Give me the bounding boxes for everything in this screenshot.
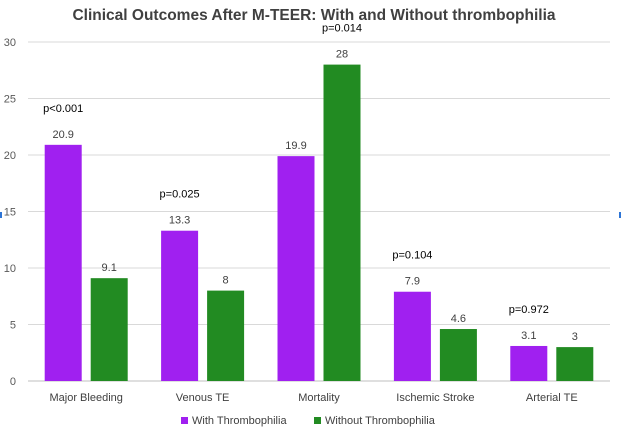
bar-with-thrombophilia-venous-te — [161, 230, 199, 381]
y-tick-label: 25 — [4, 94, 16, 106]
y-tick-label: 20 — [4, 150, 16, 162]
legend: With Thrombophilia Without Thrombophilia — [181, 415, 436, 427]
chart-title: Clinical Outcomes After M-TEER: With and… — [72, 7, 555, 24]
legend-label-with-thrombophilia: With Thrombophilia — [192, 415, 287, 427]
data-label: 3 — [572, 331, 578, 343]
p-value-label: p=0.104 — [392, 250, 432, 262]
data-label: 3.1 — [521, 330, 536, 342]
data-label: 9.1 — [102, 262, 117, 274]
p-value-label: p=0.014 — [322, 23, 362, 35]
x-category-label: Arterial TE — [526, 392, 578, 404]
frame-handle-right — [619, 212, 621, 218]
p-value-label: p<0.001 — [43, 103, 83, 115]
bars — [44, 64, 594, 381]
bar-with-thrombophilia-arterial-te — [510, 345, 548, 381]
legend-swatch-with-thrombophilia — [181, 417, 188, 424]
data-label: 28 — [336, 49, 348, 61]
x-category-label: Ischemic Stroke — [396, 392, 474, 404]
data-labels: 20.9 9.1 13.3 8 19.9 28 7.9 4.6 3.1 3 — [52, 49, 577, 344]
data-label: 7.9 — [405, 276, 420, 288]
legend-swatch-without-thrombophilia — [314, 417, 321, 424]
x-axis-category-labels: Major Bleeding Venous TE Mortality Ischemic… — [50, 392, 578, 404]
bar-with-thrombophilia-major-bleeding — [44, 144, 82, 381]
bar-without-thrombophilia-ischemic-stroke — [439, 329, 477, 381]
frame-handle-left — [0, 212, 2, 218]
data-label: 20.9 — [52, 129, 73, 141]
y-tick-label: 10 — [4, 263, 16, 275]
y-axis-ticks: 0 5 10 15 20 25 30 — [4, 37, 16, 388]
p-value-label: p=0.025 — [160, 189, 200, 201]
bar-without-thrombophilia-major-bleeding — [90, 278, 128, 381]
x-category-label: Mortality — [298, 392, 340, 404]
p-value-label: p=0.972 — [509, 304, 549, 316]
gridlines — [28, 41, 610, 325]
data-label: 19.9 — [285, 140, 306, 152]
x-category-label: Major Bleeding — [50, 392, 123, 404]
data-label: 4.6 — [451, 313, 466, 325]
bar-without-thrombophilia-venous-te — [207, 290, 245, 381]
y-tick-label: 5 — [10, 320, 16, 332]
bar-without-thrombophilia-arterial-te — [556, 347, 594, 381]
data-label: 8 — [223, 275, 229, 287]
bar-without-thrombophilia-mortality — [323, 64, 361, 381]
bar-with-thrombophilia-ischemic-stroke — [393, 291, 431, 381]
y-tick-label: 15 — [4, 207, 16, 219]
bar-with-thrombophilia-mortality — [277, 156, 315, 381]
p-value-annotations: p<0.001 p=0.025 p=0.014 p=0.104 p=0.972 — [43, 23, 549, 316]
legend-label-without-thrombophilia: Without Thrombophilia — [325, 415, 436, 427]
y-tick-label: 0 — [10, 376, 16, 388]
x-category-label: Venous TE — [176, 392, 230, 404]
data-label: 13.3 — [169, 215, 190, 227]
y-tick-label: 30 — [4, 37, 16, 49]
